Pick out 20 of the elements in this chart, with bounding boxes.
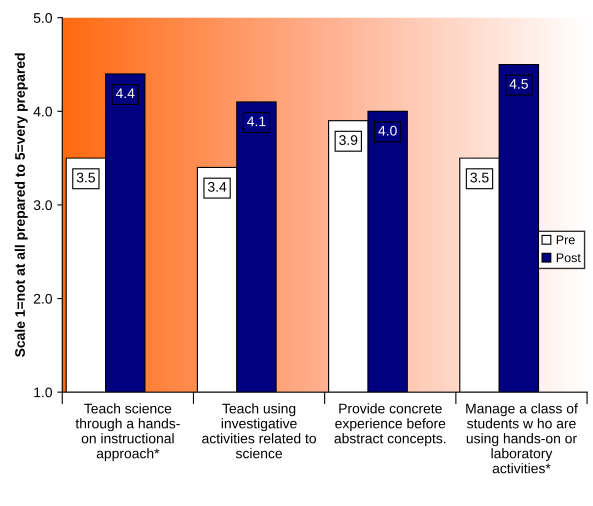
y-tick-label: 5.0 <box>34 13 52 23</box>
y-tick-label: 1.0 <box>34 387 52 398</box>
x-tick-label: Teach science through a hands- on instructional approach* <box>76 403 180 462</box>
x-tick-label: Manage a class of students w ho are using hands-on or laboratory activities* <box>466 403 578 474</box>
data-label: 3.9 <box>339 135 358 146</box>
y-tick-label: 4.0 <box>34 106 52 116</box>
y-axis-title: Scale 1=not at all prepared to 5=very prepared <box>14 53 28 357</box>
legend-label: Post <box>556 253 581 262</box>
data-label: 4.5 <box>510 79 528 89</box>
legend-label: Pre <box>556 236 575 244</box>
data-label: 3.5 <box>76 172 95 182</box>
x-tick-label: Teach using investigative activities related to science <box>202 403 316 458</box>
data-label: 3.4 <box>208 182 226 192</box>
y-tick-label: 2.0 <box>34 294 52 304</box>
data-label: 4.4 <box>116 88 134 98</box>
x-tick-label: Provide concrete experience before abstract concepts. <box>334 403 446 446</box>
data-label: 3.5 <box>470 172 489 182</box>
data-label: 4.0 <box>378 126 397 136</box>
y-tick-label: 3.0 <box>34 200 52 210</box>
data-label: 4.1 <box>247 116 266 126</box>
